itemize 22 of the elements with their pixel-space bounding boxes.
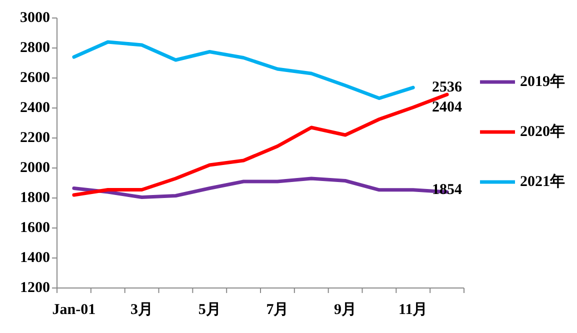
legend-label: 2019年 (520, 73, 565, 90)
y-tick-label: 1400 (20, 250, 50, 266)
y-tick-label: 1800 (20, 190, 50, 206)
y-tick-label: 2200 (20, 130, 50, 146)
y-tick-label: 3000 (20, 10, 50, 26)
y-tick-label: 2600 (20, 70, 50, 86)
x-tick-label: 3月 (130, 302, 154, 318)
y-tick-label: 2000 (20, 160, 50, 176)
data-label: 2536 (432, 80, 463, 96)
y-tick-label: 1600 (20, 220, 50, 236)
x-tick-label: Jan-01 (52, 302, 96, 318)
x-tick-label: 11月 (398, 302, 428, 318)
y-tick-label: 1200 (20, 280, 50, 296)
y-tick-label: 2400 (20, 100, 50, 116)
legend-label: 2020年 (520, 123, 565, 140)
x-tick-label: 9月 (334, 302, 357, 318)
data-label: 1854 (432, 182, 463, 198)
data-label: 2404 (432, 99, 463, 116)
y-tick-label: 2800 (20, 40, 50, 56)
x-tick-label: 7月 (266, 302, 289, 318)
x-tick-label: 5月 (198, 302, 221, 318)
legend-label: 2021年 (520, 173, 565, 190)
